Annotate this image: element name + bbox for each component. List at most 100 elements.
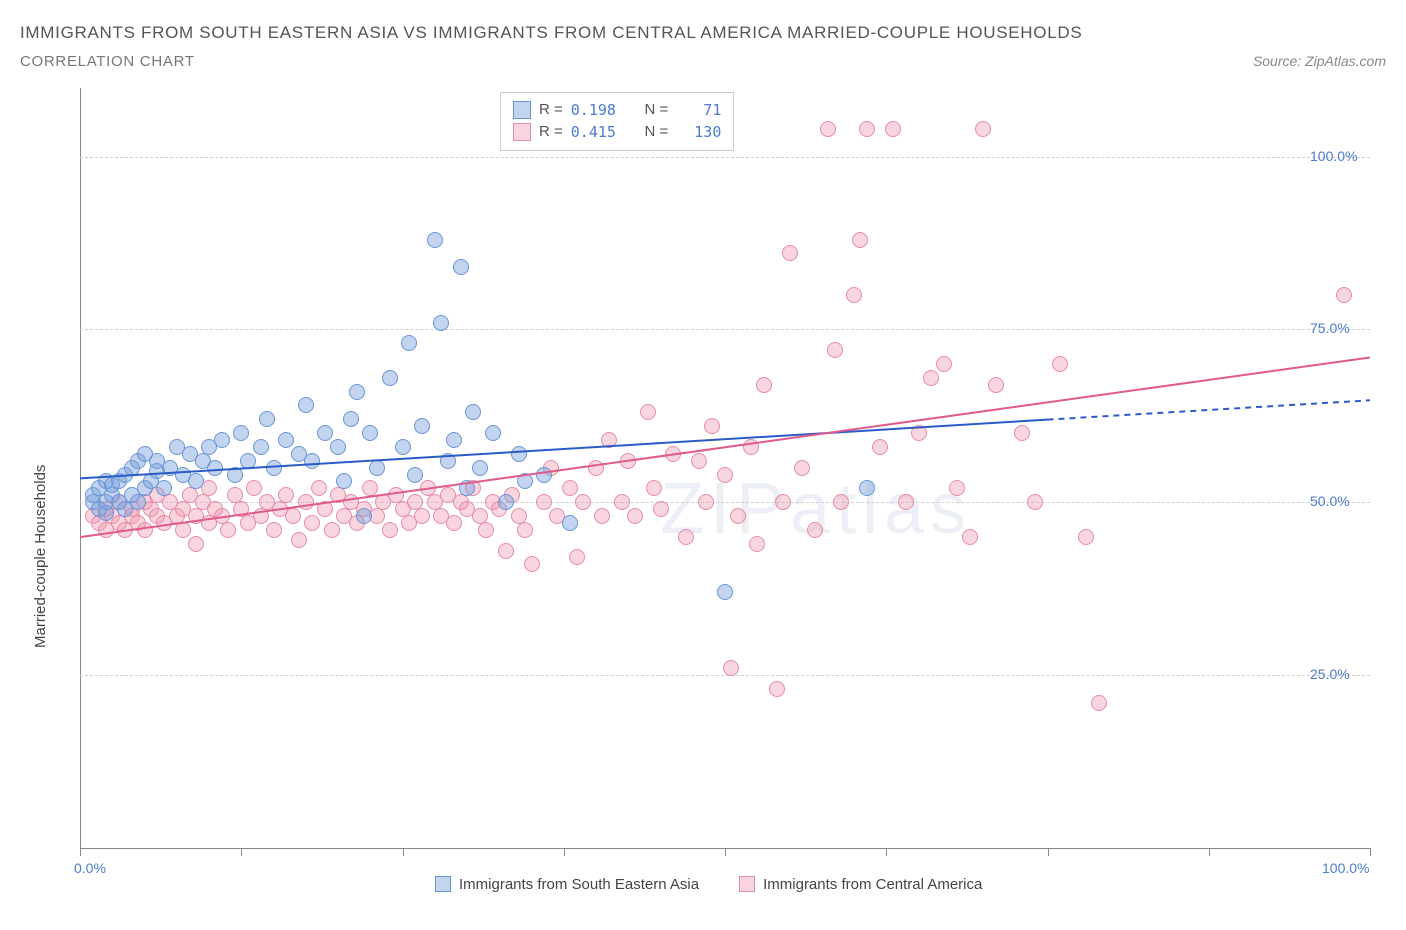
x-tick [725,848,726,856]
data-point-pink [1336,287,1352,303]
data-point-blue [453,259,469,275]
data-point-blue [472,460,488,476]
data-point-pink [291,532,307,548]
n-label: N = [644,99,668,122]
r-label: R = [539,121,563,144]
r-value: 0.415 [571,121,616,144]
data-point-blue [511,446,527,462]
data-point-blue [343,411,359,427]
data-point-pink [188,536,204,552]
data-point-pink [627,508,643,524]
data-point-pink [285,508,301,524]
data-point-blue [130,494,146,510]
data-point-pink [253,508,269,524]
data-point-pink [885,121,901,137]
n-value: 130 [676,121,721,144]
data-point-pink [794,460,810,476]
data-point-pink [137,522,153,538]
data-point-pink [536,494,552,510]
data-point-pink [975,121,991,137]
legend-item-blue: Immigrants from South Eastern Asia [435,876,699,893]
data-point-blue [562,515,578,531]
data-point-pink [911,425,927,441]
data-point-blue [336,473,352,489]
x-tick [564,848,565,856]
data-point-pink [1027,494,1043,510]
data-point-blue [304,453,320,469]
data-point-pink [382,522,398,538]
data-point-pink [414,508,430,524]
data-point-pink [846,287,862,303]
data-point-pink [962,529,978,545]
data-point-pink [898,494,914,510]
data-point-pink [601,432,617,448]
x-tick [80,848,81,856]
data-point-blue [369,460,385,476]
data-point-pink [588,460,604,476]
data-point-pink [859,121,875,137]
legend-swatch-blue [435,876,451,892]
data-point-pink [756,377,772,393]
data-point-pink [653,501,669,517]
grid-line [80,675,1370,676]
n-label: N = [644,121,668,144]
stats-legend: R = 0.198 N = 71R = 0.415 N = 130 [500,92,734,151]
data-point-pink [833,494,849,510]
data-point-pink [807,522,823,538]
data-point-pink [717,467,733,483]
data-point-pink [678,529,694,545]
data-point-pink [524,556,540,572]
data-point-pink [775,494,791,510]
data-point-blue [536,467,552,483]
data-point-pink [743,439,759,455]
data-point-pink [298,494,314,510]
data-point-pink [575,494,591,510]
x-tick [1209,848,1210,856]
stats-row-blue: R = 0.198 N = 71 [513,99,721,122]
x-tick [241,848,242,856]
data-point-pink [311,480,327,496]
data-point-pink [594,508,610,524]
data-point-blue [259,411,275,427]
data-point-pink [1091,695,1107,711]
x-label-right: 100.0% [1322,860,1369,876]
x-tick [1370,848,1371,856]
data-point-blue [233,425,249,441]
data-point-pink [324,522,340,538]
data-point-blue [433,315,449,331]
x-tick [1048,848,1049,856]
data-point-blue [440,453,456,469]
data-point-pink [220,522,236,538]
data-point-blue [207,460,223,476]
data-point-pink [769,681,785,697]
data-point-blue [395,439,411,455]
data-point-pink [304,515,320,531]
data-point-pink [278,487,294,503]
data-point-blue [278,432,294,448]
data-point-pink [704,418,720,434]
legend-label-pink: Immigrants from Central America [763,876,982,893]
y-tick-label: 50.0% [1310,493,1374,509]
data-point-blue [414,418,430,434]
data-point-pink [852,232,868,248]
y-axis [80,88,81,848]
r-label: R = [539,99,563,122]
data-point-pink [936,356,952,372]
data-point-pink [498,543,514,559]
data-point-blue [427,232,443,248]
data-point-pink [988,377,1004,393]
data-point-pink [1078,529,1094,545]
x-tick [886,848,887,856]
data-point-pink [266,522,282,538]
data-point-blue [446,432,462,448]
data-point-pink [640,404,656,420]
data-point-pink [923,370,939,386]
data-point-blue [498,494,514,510]
data-point-blue [382,370,398,386]
data-point-blue [317,425,333,441]
data-point-pink [646,480,662,496]
data-point-pink [872,439,888,455]
data-point-pink [175,522,191,538]
data-point-pink [723,660,739,676]
data-point-pink [362,480,378,496]
